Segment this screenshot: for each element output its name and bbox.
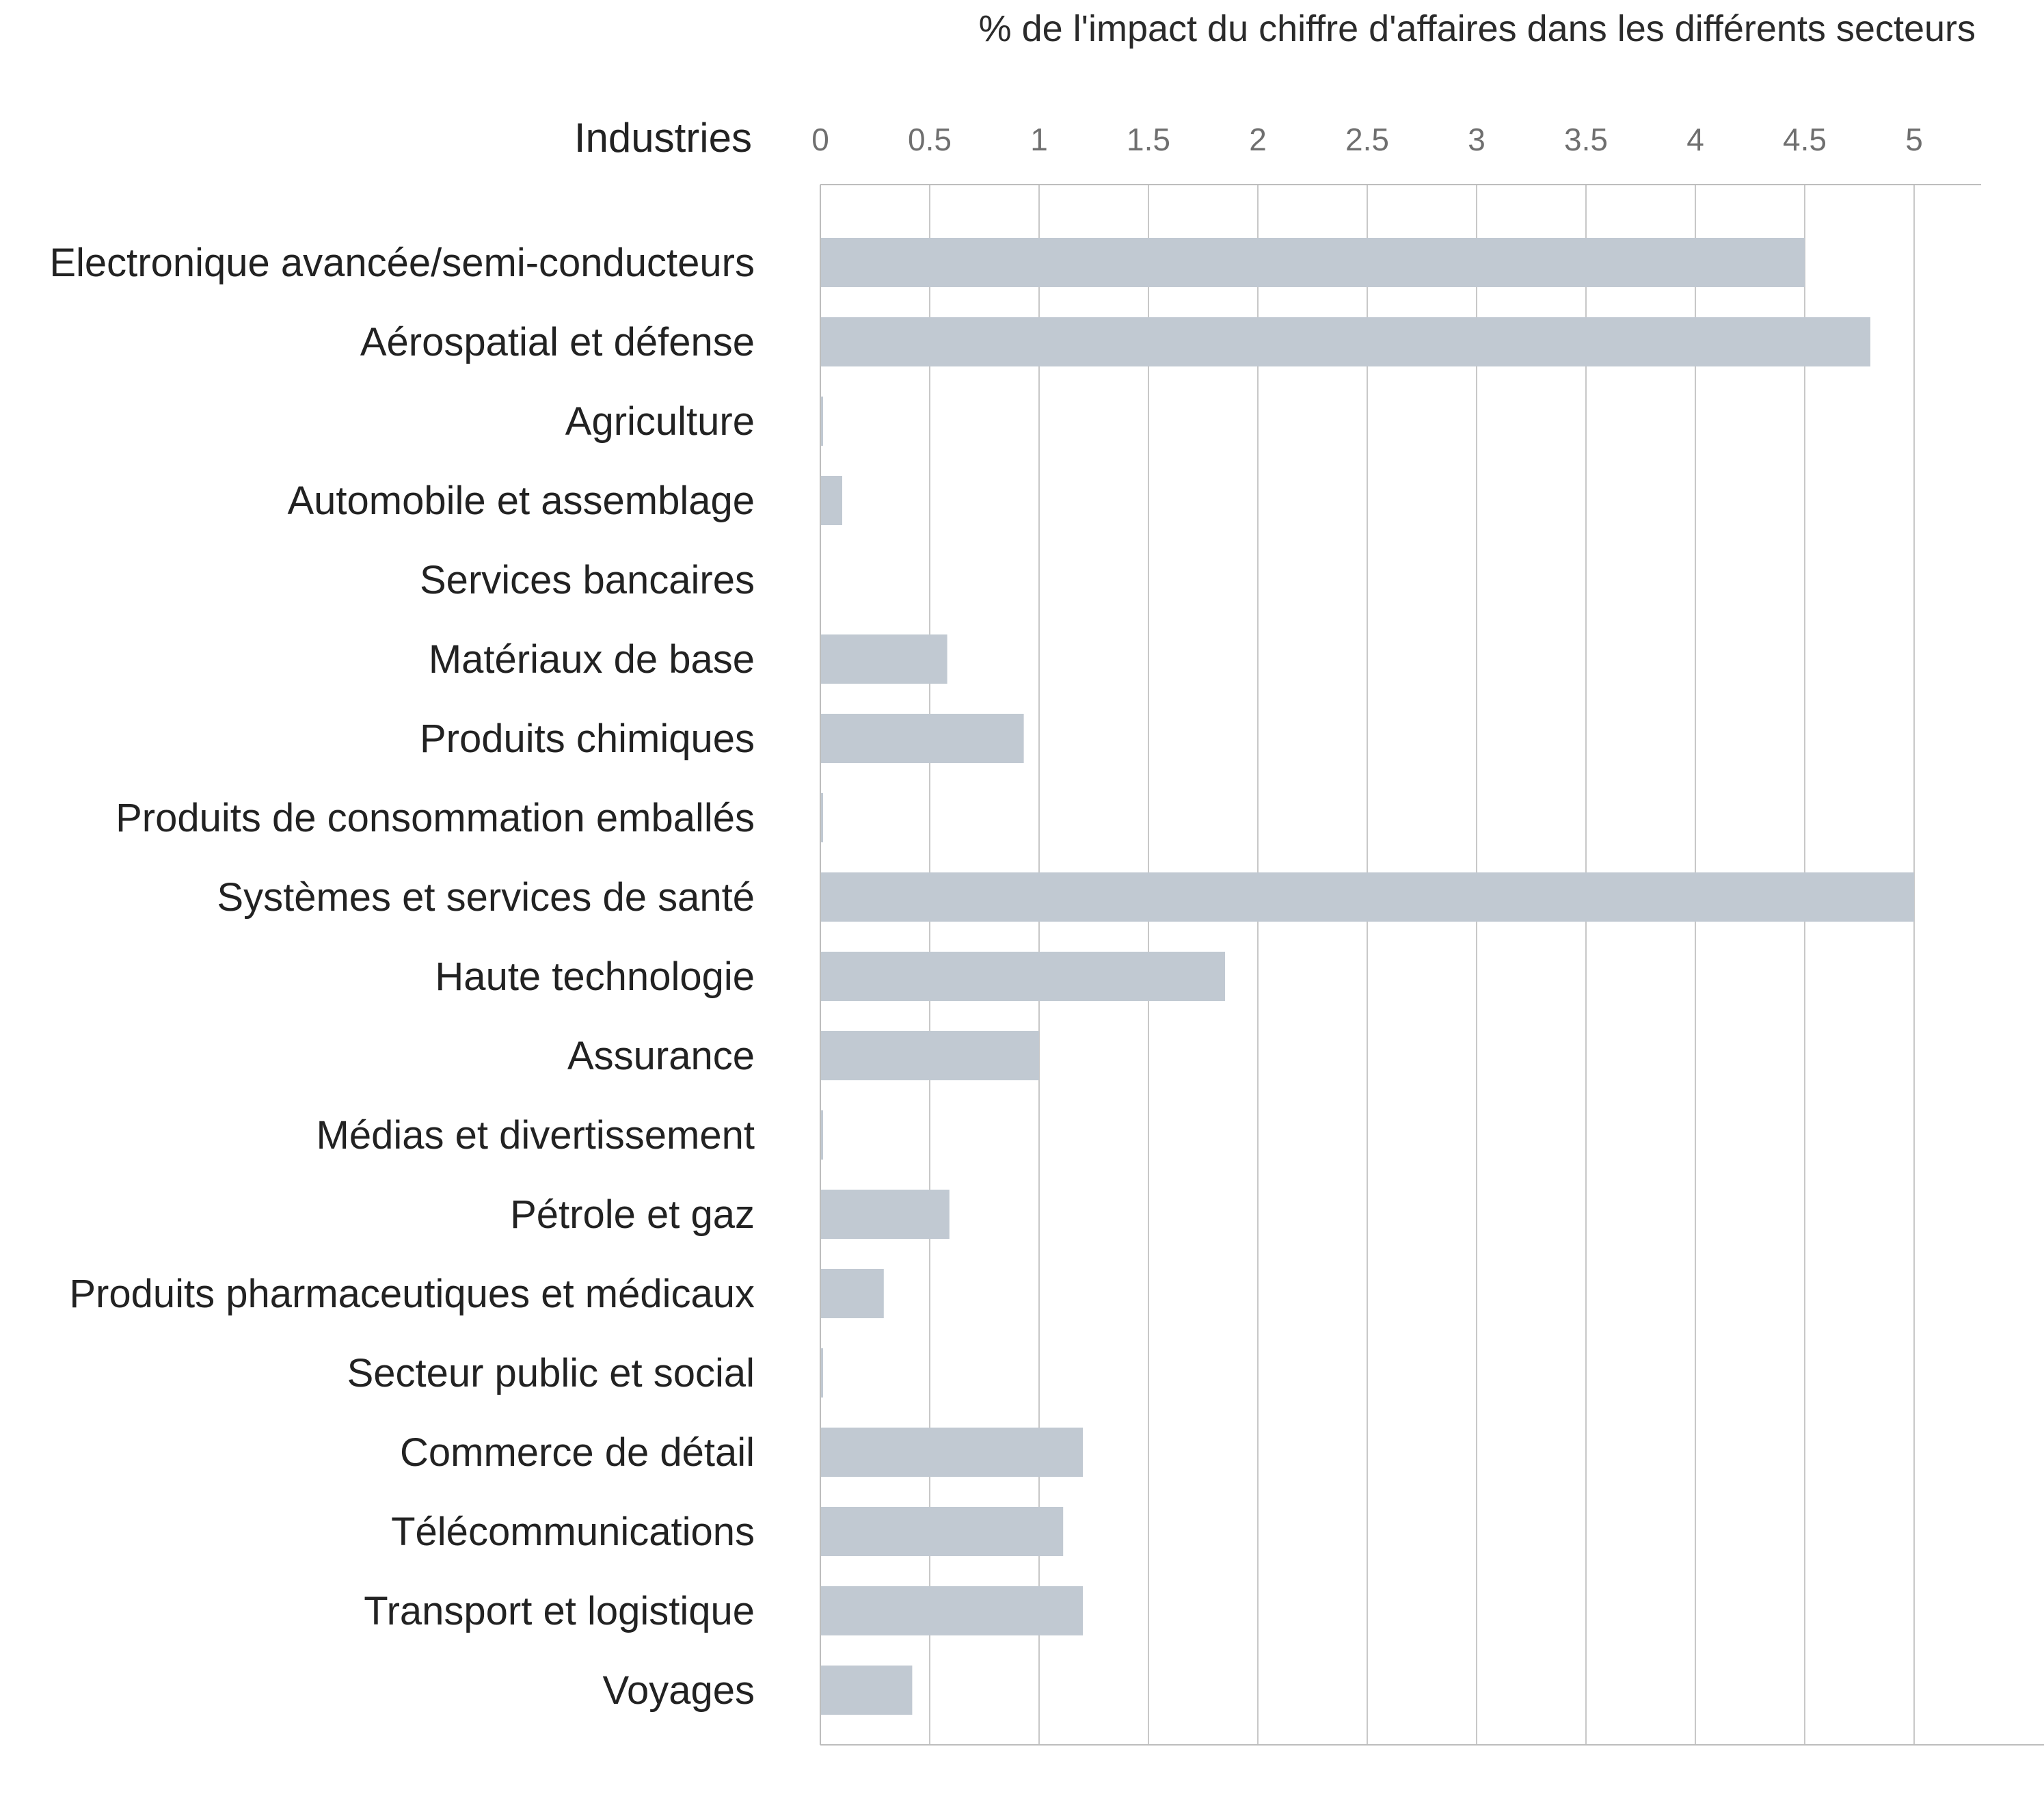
bar	[820, 1110, 823, 1160]
category-label: Voyages	[602, 1668, 755, 1713]
bar	[820, 238, 1805, 287]
bar	[820, 714, 1024, 763]
x-tick-label: 1.5	[1127, 122, 1170, 157]
bar	[820, 872, 1914, 922]
category-label: Médias et divertissement	[317, 1113, 755, 1158]
category-label: Produits pharmaceutiques et médicaux	[69, 1272, 755, 1316]
category-label: Secteur public et social	[347, 1351, 755, 1395]
chart-title: % de l'impact du chiffre d'affaires dans…	[979, 8, 1976, 49]
category-label: Aérospatial et défense	[360, 320, 755, 364]
x-tick-label: 2	[1249, 122, 1267, 157]
x-tick-label: 0.5	[908, 122, 952, 157]
x-tick-label: 5	[1905, 122, 1923, 157]
bar	[820, 1507, 1064, 1556]
bar	[820, 1586, 1083, 1635]
industries-axis-header: Industries	[574, 115, 752, 161]
category-label: Automobile et assemblage	[287, 479, 755, 523]
x-tick-label: 3.5	[1564, 122, 1608, 157]
category-label: Produits chimiques	[420, 717, 755, 761]
category-label: Agriculture	[565, 399, 755, 444]
bar	[820, 397, 823, 446]
x-tick-labels: 0 0.5 1 1.5 2 2.5 3 3.5 4 4.5 5	[811, 122, 1923, 157]
category-label: Services bancaires	[420, 558, 755, 602]
bar	[820, 1428, 1083, 1477]
bar	[820, 1666, 913, 1715]
bar	[820, 1348, 823, 1398]
bars	[820, 238, 1914, 1715]
category-label: Pétrole et gaz	[510, 1192, 755, 1237]
bar	[820, 317, 1870, 366]
x-tick-label: 4.5	[1783, 122, 1827, 157]
x-tick-label: 1	[1030, 122, 1048, 157]
category-label: Haute technologie	[435, 954, 755, 999]
x-tick-label: 3	[1468, 122, 1485, 157]
bar	[820, 1190, 950, 1239]
bar	[820, 793, 823, 842]
category-label: Systèmes et services de santé	[217, 875, 755, 920]
gridlines	[929, 185, 1915, 1745]
category-label: Transport et logistique	[364, 1589, 755, 1633]
category-label: Produits de consommation emballés	[116, 796, 755, 840]
category-label: Electronique avancée/semi-conducteurs	[49, 241, 755, 285]
category-label: Matériaux de base	[429, 637, 755, 682]
x-tick-label: 2.5	[1345, 122, 1389, 157]
axes	[820, 184, 2044, 1746]
bar	[820, 1269, 884, 1318]
bar	[820, 476, 842, 525]
category-label: Assurance	[567, 1034, 755, 1078]
category-label: Télécommunications	[391, 1510, 755, 1554]
x-tick-label: 0	[811, 122, 829, 157]
x-tick-label: 4	[1686, 122, 1704, 157]
bar	[820, 634, 947, 684]
category-labels: Electronique avancée/semi-conducteurs Aér…	[49, 241, 755, 1713]
category-label: Commerce de détail	[400, 1430, 755, 1475]
bar	[820, 1031, 1039, 1080]
bar	[820, 952, 1225, 1001]
